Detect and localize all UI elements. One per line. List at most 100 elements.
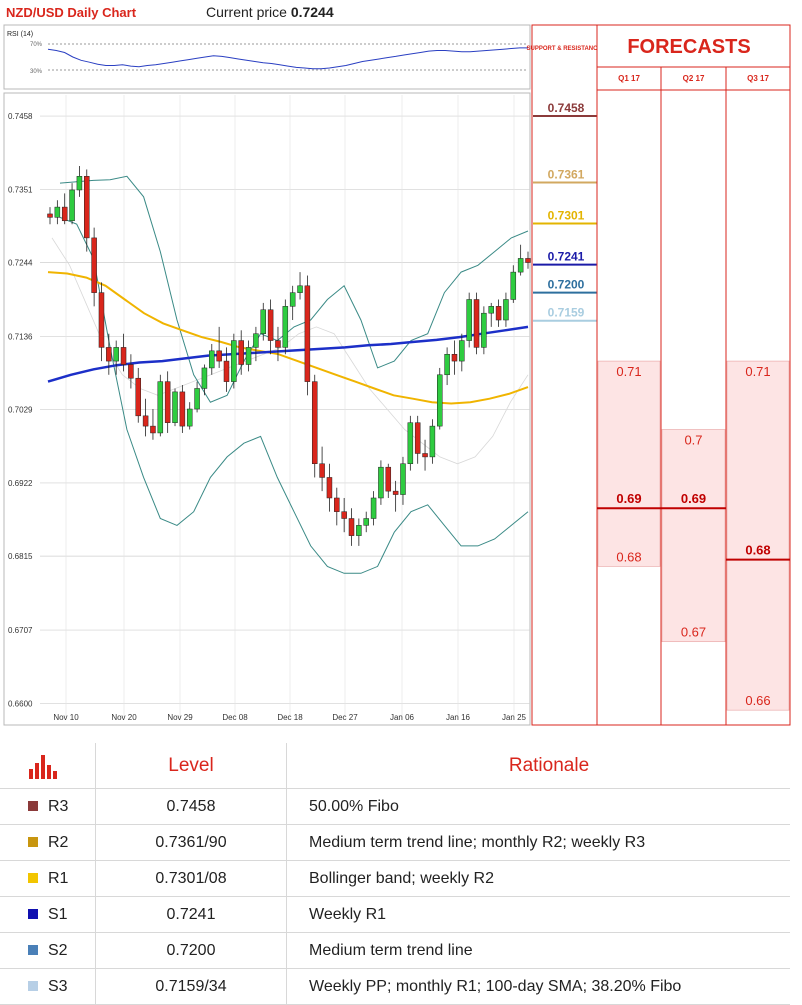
quarter-label: Q2 17 — [683, 74, 705, 83]
level-label: R1 — [48, 869, 69, 887]
candle-body — [289, 292, 296, 307]
candle-body — [84, 176, 90, 239]
candle-body — [297, 285, 303, 293]
sr-column — [531, 24, 598, 726]
table-row: S2 0.7200 Medium term trend line — [0, 932, 790, 969]
sma-200-line — [47, 325, 529, 383]
y-tick-label: 0.7458 — [8, 112, 33, 121]
candle-body — [400, 463, 406, 495]
forecast-high: 0.71 — [616, 364, 641, 379]
candle-body — [378, 466, 384, 499]
forecast-low: 0.68 — [616, 549, 641, 564]
quarter-label: Q1 17 — [618, 74, 640, 83]
sr-level-value: 0.7301 — [548, 209, 585, 223]
forecasts-title: FORECASTS — [627, 36, 750, 58]
sr-levels: 0.7458 0.7361 0.7301 0.7241 0.7200 0.7159 — [533, 101, 597, 322]
candle-body — [429, 425, 436, 458]
candle-body — [113, 347, 119, 362]
sr-heading: SUPPORT & RESISTANCE — [527, 46, 602, 52]
y-tick-label: 0.7029 — [8, 406, 33, 415]
x-tick-label: Jan 06 — [390, 713, 415, 722]
candle-body — [459, 340, 465, 362]
candle-body — [135, 377, 141, 417]
forecast-range — [726, 360, 790, 711]
candle-body — [282, 306, 289, 348]
x-tick-label: Nov 10 — [53, 713, 79, 722]
candle-body — [223, 360, 230, 382]
bar-chart-icon — [29, 753, 63, 779]
current-price-label: Current price — [206, 4, 287, 20]
candle-body — [194, 388, 200, 410]
candle-body — [473, 299, 480, 348]
level-color-swatch — [28, 981, 38, 992]
bollinger-upper-line — [59, 175, 529, 403]
level-label: S1 — [48, 905, 68, 923]
level-rationale: Medium term trend line; monthly R2; week… — [286, 824, 790, 861]
x-tick-label: Dec 08 — [222, 713, 248, 722]
candles — [47, 166, 531, 546]
candle-body — [61, 206, 68, 222]
forecast-median: 0.68 — [745, 543, 770, 558]
indicator-lines — [47, 175, 529, 574]
level-value: 0.7361/90 — [95, 824, 287, 861]
forecast-low: 0.67 — [681, 625, 706, 640]
level-value: 0.7159/34 — [95, 968, 287, 1005]
forecast-median: 0.69 — [616, 491, 641, 506]
candle-body — [209, 350, 215, 369]
sr-level-value: 0.7241 — [548, 250, 585, 264]
chart-area: NZD/USD Daily Chart Current price 0.7244… — [3, 4, 791, 726]
candle-body — [363, 518, 369, 526]
sr-level-value: 0.7361 — [548, 167, 585, 181]
candle-body — [510, 271, 517, 300]
candle-body — [481, 312, 487, 348]
x-tick-label: Jan 16 — [446, 713, 471, 722]
table-body: R3 0.7458 50.00% Fibo R2 0.7361/90 Medium ter… — [0, 788, 790, 1005]
forecast-high: 0.71 — [745, 364, 770, 379]
sma-thin-line — [51, 237, 529, 465]
level-rationale: 50.00% Fibo — [286, 788, 790, 825]
sr-level-value: 0.7200 — [548, 278, 585, 292]
level-color-swatch — [28, 873, 38, 884]
rsi-panel — [3, 24, 531, 90]
level-color-swatch — [28, 945, 38, 956]
rsi-line — [47, 47, 528, 70]
candle-body — [414, 422, 421, 454]
table-row: S1 0.7241 Weekly R1 — [0, 896, 790, 933]
candle-body — [91, 237, 97, 293]
quarter-label: Q3 17 — [747, 74, 769, 83]
candle-body — [47, 213, 53, 218]
level-color-swatch — [28, 909, 38, 920]
forecast-high: 0.7 — [684, 433, 702, 448]
y-tick-label: 0.6600 — [8, 699, 33, 708]
candle-body — [106, 347, 112, 362]
candle-body — [98, 292, 105, 348]
level-label: S3 — [48, 977, 68, 995]
candle-body — [444, 353, 450, 376]
table-row: R1 0.7301/08 Bollinger band; weekly R2 — [0, 860, 790, 897]
level-color-swatch — [28, 801, 38, 812]
candle-body — [370, 497, 377, 519]
candle-body — [186, 408, 193, 427]
table-header-row: Level Rationale — [0, 743, 790, 789]
candle-body — [517, 258, 524, 273]
candle-body — [260, 309, 267, 334]
level-rationale: Bollinger band; weekly R2 — [286, 860, 790, 897]
y-tick-label: 0.7351 — [8, 185, 33, 194]
candle-body — [179, 391, 186, 427]
candle-body — [422, 453, 428, 458]
levels-table: Level Rationale R3 0.7458 50.00% Fibo R2 0.7… — [0, 743, 790, 1005]
candle-body — [385, 466, 392, 492]
candle-body — [319, 463, 325, 478]
x-tick-label: Dec 27 — [332, 713, 358, 722]
candle-body — [341, 511, 347, 519]
forecast-range — [661, 429, 726, 643]
table-row: S3 0.7159/34 Weekly PP; monthly R1; 100-da… — [0, 968, 790, 1005]
level-label: S2 — [48, 941, 68, 959]
candle-body — [451, 353, 458, 362]
rsi-upper-label: 70% — [30, 42, 43, 48]
level-value: 0.7301/08 — [95, 860, 287, 897]
level-rationale: Weekly PP; monthly R1; 100-day SMA; 38.2… — [286, 968, 790, 1005]
candle-body — [495, 306, 502, 321]
candle-body — [76, 176, 83, 191]
candle-body — [275, 340, 281, 348]
